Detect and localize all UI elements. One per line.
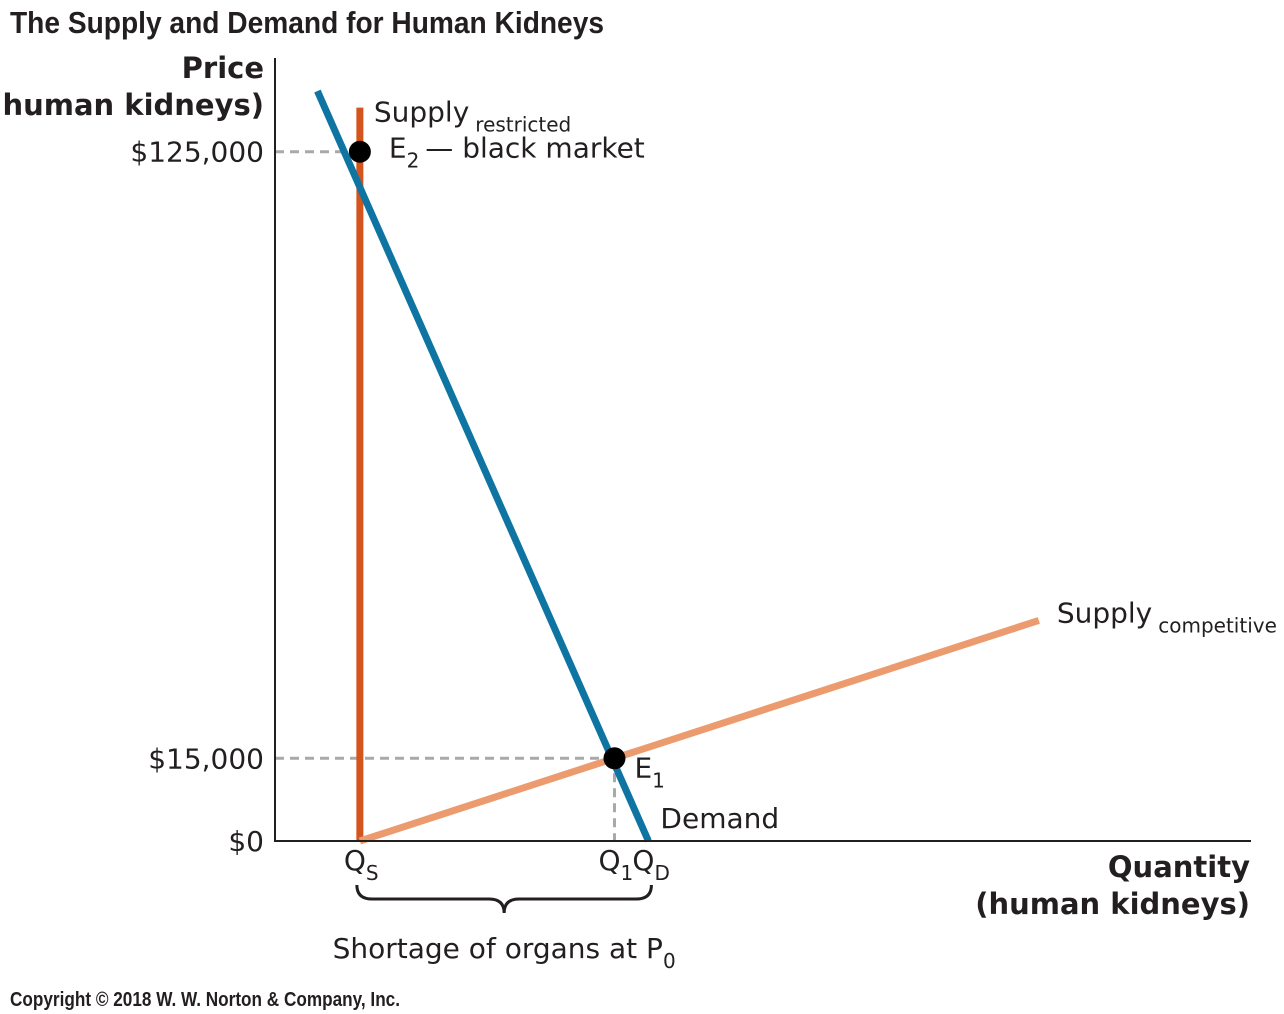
x-tick-label: QS <box>344 844 379 885</box>
supply-competitive-line <box>358 617 1040 845</box>
demand-label: Demand <box>660 802 779 835</box>
series-lines <box>314 89 1040 845</box>
chart-title: The Supply and Demand for Human Kidneys <box>10 5 604 40</box>
x-tick-labels: QS Q1 QD <box>344 844 670 885</box>
x-tick-main: Q <box>344 844 366 877</box>
equilibrium-label-1: E1 <box>634 751 664 792</box>
equilibrium-point-2 <box>348 140 371 163</box>
shortage-label-text: Shortage of organs at P <box>333 932 663 965</box>
supply-restricted-label: Supply restricted <box>374 96 571 137</box>
x-tick-sub: D <box>654 861 669 885</box>
y-tick-labels: $0 $15,000 $125,000 <box>130 136 264 858</box>
x-tick-sub: S <box>366 861 379 885</box>
shortage-label: Shortage of organs at P0 <box>333 932 676 973</box>
y-tick-label: $125,000 <box>130 136 264 169</box>
x-tick-label: QD <box>632 844 669 885</box>
equilibrium-points: E2— black market E1 <box>348 132 665 792</box>
series-labels: Demand Supply competitive Supply restricted <box>374 96 1277 835</box>
demand-line <box>314 89 652 843</box>
x-tick-sub: 1 <box>621 861 634 885</box>
guide-lines <box>275 150 616 841</box>
y-axis-label-line1: Price <box>182 51 264 85</box>
x-tick-main: Q <box>632 844 654 877</box>
x-tick-main: Q <box>598 844 620 877</box>
shortage-brace <box>355 884 653 914</box>
x-tick-label: Q1 <box>598 844 633 885</box>
supply-competitive-label: Supply competitive <box>1057 596 1277 637</box>
y-tick-label: $0 <box>228 825 264 858</box>
y-tick-label: $15,000 <box>148 742 264 775</box>
shortage-label-sub: 0 <box>663 949 676 973</box>
equilibrium-point-1 <box>603 747 626 770</box>
x-axis-label-line2: (human kidneys) <box>975 887 1250 921</box>
y-axis-label-line2: (human kidneys) <box>0 88 264 122</box>
equilibrium-label-2: E2— black market <box>389 132 645 173</box>
x-axis-label-line1: Quantity <box>1108 850 1250 884</box>
copyright-notice: Copyright © 2018 W. W. Norton & Company,… <box>10 989 400 1011</box>
